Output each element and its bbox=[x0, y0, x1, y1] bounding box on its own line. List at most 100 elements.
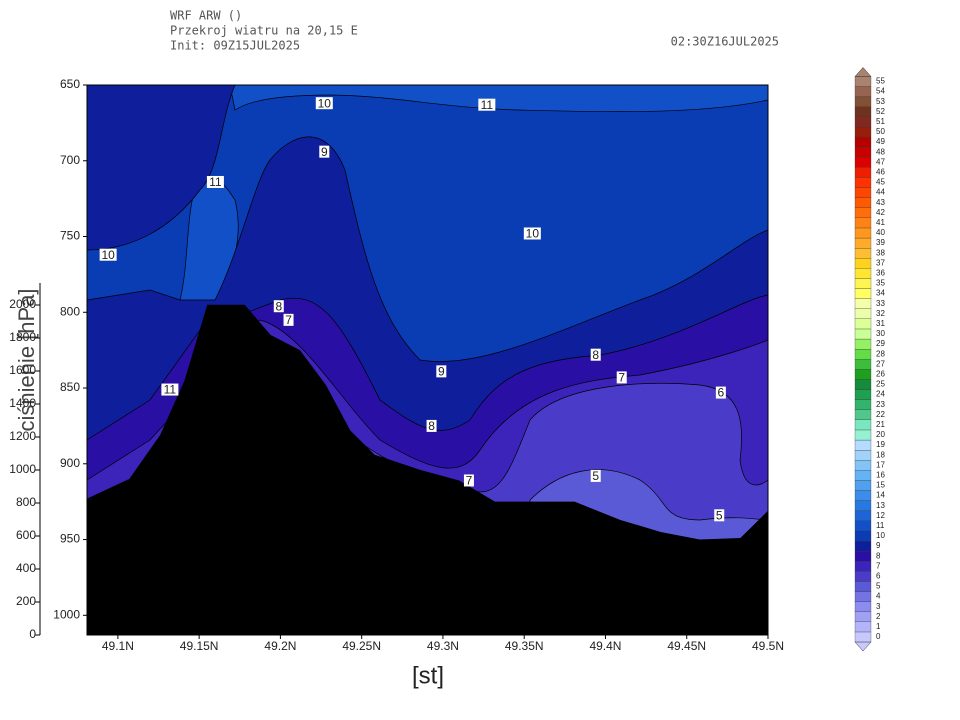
y2-tick-label: 400 bbox=[16, 561, 36, 575]
colorbar-swatch bbox=[854, 540, 872, 552]
y2-tick-label: 1800 bbox=[9, 330, 36, 344]
colorbar-swatch bbox=[854, 258, 872, 269]
colorbar-swatch bbox=[854, 167, 872, 178]
contour-label-box bbox=[426, 419, 437, 432]
colorbar-swatch bbox=[854, 217, 872, 229]
colorbar-swatch bbox=[854, 298, 872, 309]
x-tick-label: 49.45N bbox=[667, 639, 706, 653]
contour-label-box bbox=[436, 365, 447, 378]
colorbar-swatch bbox=[854, 551, 872, 562]
colorbar-swatch bbox=[854, 429, 872, 441]
colorbar-swatch bbox=[854, 318, 872, 330]
contour-label-box bbox=[99, 248, 117, 261]
y2-tick-label: 1000 bbox=[9, 462, 36, 476]
colorbar-label: 18 bbox=[876, 450, 885, 459]
title-line: WRF ARW () bbox=[170, 9, 242, 23]
colorbar-label: 39 bbox=[876, 238, 885, 247]
colorbar-label: 17 bbox=[876, 460, 885, 469]
colorbar-label: 14 bbox=[876, 491, 885, 500]
contour-label: 11 bbox=[164, 383, 177, 397]
colorbar-swatch bbox=[854, 520, 872, 532]
colorbar-label: 33 bbox=[876, 299, 885, 308]
contour-label-box bbox=[319, 145, 330, 158]
contour-label-box bbox=[590, 469, 601, 482]
contour-label: 7 bbox=[466, 474, 473, 488]
contour-label: 7 bbox=[285, 313, 292, 327]
colorbar-swatch bbox=[854, 409, 872, 421]
contour-label-box bbox=[523, 227, 541, 240]
colorbar-swatch bbox=[854, 470, 872, 481]
colorbar-swatch bbox=[854, 126, 872, 138]
colorbar-label: 50 bbox=[876, 127, 885, 136]
y2-tick-label: 800 bbox=[16, 495, 36, 509]
contour-label-box bbox=[283, 313, 294, 326]
colorbar-swatch bbox=[854, 86, 872, 97]
contour-label-box bbox=[206, 175, 224, 188]
colorbar-label: 36 bbox=[876, 269, 885, 278]
colorbar-swatch bbox=[854, 278, 872, 289]
y2-tick-label: 200 bbox=[16, 594, 36, 608]
colorbar-swatch bbox=[854, 631, 872, 643]
colorbar-label: 1 bbox=[876, 622, 881, 631]
colorbar-swatch bbox=[854, 399, 872, 410]
colorbar-swatch bbox=[854, 369, 872, 380]
contour-label-box bbox=[161, 383, 179, 396]
colorbar-label: 28 bbox=[876, 349, 885, 358]
colorbar-label: 12 bbox=[876, 511, 885, 520]
colorbar-label: 8 bbox=[876, 551, 881, 560]
colorbar-swatch bbox=[854, 177, 872, 188]
colorbar-arrow-bottom bbox=[854, 641, 872, 652]
contour-label: 10 bbox=[318, 96, 332, 110]
colorbar-label: 32 bbox=[876, 309, 885, 318]
contour-label: 8 bbox=[275, 299, 282, 313]
colorbar-swatch bbox=[854, 187, 872, 198]
colorbar-label: 3 bbox=[876, 602, 881, 611]
contour-label: 11 bbox=[209, 175, 222, 189]
y2-tick-label: 600 bbox=[16, 528, 36, 542]
x-tick-label: 49.4N bbox=[589, 639, 621, 653]
colorbar-swatch bbox=[854, 106, 872, 118]
colorbar-label: 22 bbox=[876, 410, 885, 419]
colorbar-label: 7 bbox=[876, 561, 881, 570]
colorbar-label: 20 bbox=[876, 430, 885, 439]
y-tick-label: 1000 bbox=[53, 607, 80, 621]
colorbar-swatch bbox=[854, 146, 872, 158]
colorbar-swatch bbox=[854, 359, 872, 370]
colorbar-label: 25 bbox=[876, 380, 885, 389]
x-tick-label: 49.25N bbox=[342, 639, 381, 653]
colorbar-swatch bbox=[854, 247, 872, 259]
colorbar-swatch bbox=[854, 561, 872, 572]
x-tick-label: 49.35N bbox=[505, 639, 544, 653]
colorbar-label: 38 bbox=[876, 248, 885, 257]
contour-label: 9 bbox=[438, 365, 445, 379]
contour-label-box bbox=[715, 386, 726, 399]
contour-label-box bbox=[616, 371, 627, 384]
colorbar-swatch bbox=[854, 207, 872, 219]
y-tick-label: 950 bbox=[60, 532, 80, 546]
y2-tick-label: 1200 bbox=[9, 429, 36, 443]
y2-tick-label: 1400 bbox=[9, 396, 36, 410]
contour-label: 8 bbox=[592, 348, 599, 362]
colorbar-label: 0 bbox=[876, 632, 881, 641]
colorbar-swatch bbox=[854, 591, 872, 602]
contour-label-box bbox=[590, 348, 601, 361]
colorbar-swatch bbox=[854, 379, 872, 390]
colorbar-swatch bbox=[854, 197, 872, 208]
valid-time: 02:30Z16JUL2025 bbox=[671, 35, 779, 49]
colorbar-swatch bbox=[854, 621, 872, 633]
colorbar-label: 27 bbox=[876, 359, 885, 368]
colorbar-label: 41 bbox=[876, 218, 885, 227]
colorbar-swatch bbox=[854, 237, 872, 249]
colorbar-swatch bbox=[854, 500, 872, 511]
colorbar-swatch bbox=[854, 490, 872, 501]
colorbar-label: 4 bbox=[876, 592, 881, 601]
colorbar-swatch bbox=[854, 460, 872, 471]
colorbar-swatch bbox=[854, 419, 872, 431]
contour-label-box bbox=[463, 474, 474, 487]
colorbar-swatch bbox=[854, 389, 872, 400]
x-tick-label: 49.3N bbox=[427, 639, 459, 653]
x-tick-label: 49.1N bbox=[102, 639, 134, 653]
